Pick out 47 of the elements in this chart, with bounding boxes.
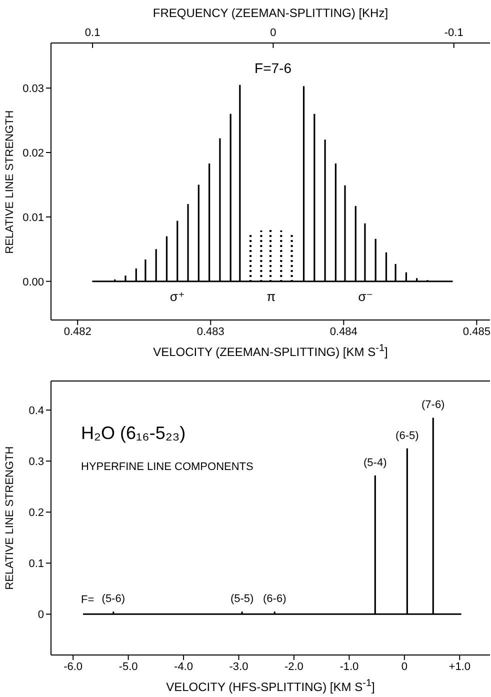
x-tick-label: 0.483 (196, 326, 224, 338)
x-tick-label: -5.0 (118, 660, 138, 673)
x2-tick-label: 0 (270, 27, 276, 39)
bar (270, 230, 272, 282)
text: H₂O (6₁₆-5₂₃) (81, 423, 186, 444)
data-label: (5-5) (230, 593, 254, 606)
x-axis-title: VELOCITY (ZEEMAN-SPLITTING) [KM S$^{-1}$] (152, 342, 389, 359)
y-tick-label: 0.02 (22, 147, 44, 160)
x-tick-label: -2.0 (284, 660, 304, 673)
y-tick-label: 0.01 (22, 212, 44, 224)
data-label: (6-5) (396, 430, 419, 442)
x-tick-label: -3.0 (229, 660, 248, 673)
data-label: (7-6) (422, 399, 445, 412)
x-axis-title: VELOCITY (HFS-SPLITTING) [KM S$^{-1}$] (165, 677, 376, 694)
x2-axis-title: FREQUENCY (ZEEMAN-SPLITTING) [KHz] (152, 6, 390, 20)
text: HYPERFINE LINE COMPONENTS (81, 461, 254, 473)
series-label: σ⁻ (357, 289, 374, 306)
annotation: F= (81, 594, 94, 606)
x2-tick-label: -0.1 (444, 27, 464, 39)
x2-tick-label: 0.1 (84, 27, 100, 39)
x-tick-label: 0.485 (462, 326, 490, 338)
y-axis-title: RELATIVE LINE STRENGTH (4, 110, 16, 254)
y-tick-label: 0.4 (28, 404, 44, 417)
bar (280, 230, 282, 282)
x-tick-label: -4.0 (174, 660, 194, 673)
x-tick-label: -6.0 (64, 660, 83, 673)
x-tick-label: -1.0 (340, 660, 359, 673)
x-tick-label: 0 (401, 660, 408, 673)
series-label: σ⁺ (168, 289, 186, 306)
x-tick-label: 0.484 (330, 326, 358, 338)
y-tick-label: 0.03 (22, 83, 44, 95)
y-axis-title: RELATIVE LINE STRENGTH (4, 446, 16, 590)
data-label: (5-4) (364, 456, 387, 469)
data-label: (5-6) (102, 593, 126, 606)
y-tick-label: 0.1 (28, 558, 44, 570)
text: F=7-6 (254, 60, 292, 76)
x-tick-label: +1.0 (448, 660, 470, 673)
y-tick-label: 0 (38, 609, 44, 622)
data-label: (6-6) (263, 593, 286, 606)
bar (290, 234, 293, 282)
series-label: π (266, 289, 277, 304)
bar (250, 233, 252, 282)
x-tick-label: 0.482 (64, 326, 92, 338)
y-tick-label: 0.00 (22, 276, 44, 288)
bar (260, 230, 262, 282)
y-tick-label: 0.3 (28, 456, 44, 468)
y-tick-label: 0.2 (28, 507, 44, 520)
